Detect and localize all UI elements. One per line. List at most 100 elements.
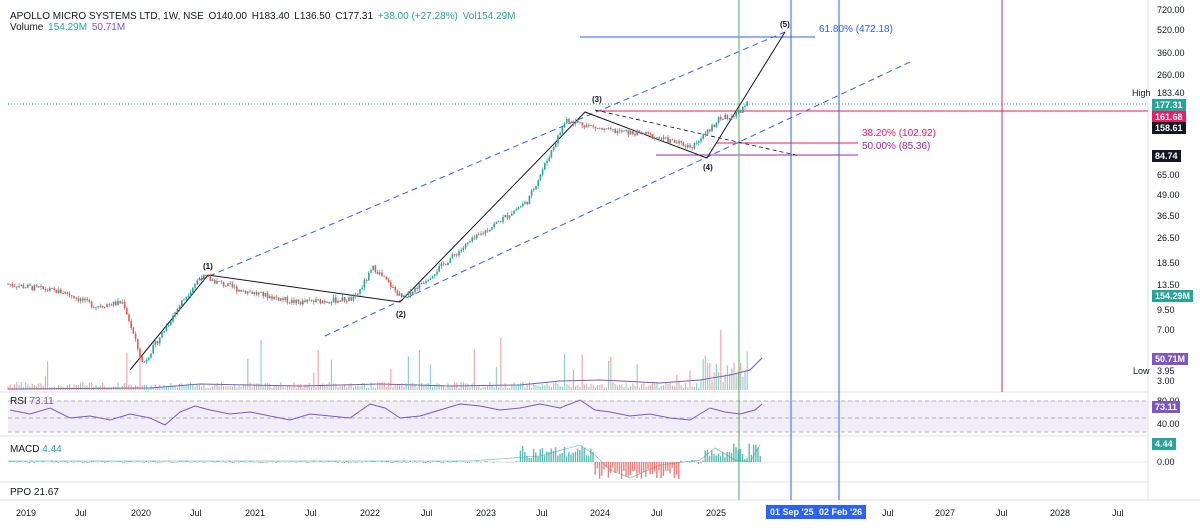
volume-bar — [641, 383, 643, 390]
candle-body — [313, 300, 315, 302]
macd-bar — [647, 462, 649, 470]
macd-bar — [702, 460, 704, 462]
candle-body — [667, 137, 669, 143]
candle-body — [66, 291, 69, 294]
candle-body — [643, 133, 645, 135]
volume-bar — [599, 384, 601, 390]
macd-bar — [103, 462, 106, 463]
volume-bar — [282, 386, 284, 390]
candle-body — [429, 278, 432, 280]
macd-bar — [306, 462, 308, 463]
candle-body — [495, 221, 498, 224]
candle-body — [57, 289, 60, 294]
volume-bar — [438, 384, 440, 390]
candle-body — [698, 141, 700, 143]
candle-body — [156, 341, 159, 344]
volume-bar — [66, 385, 68, 390]
macd-bar — [697, 462, 700, 464]
volume-bar — [31, 383, 33, 390]
volume-bar — [689, 370, 691, 390]
volume-bar — [456, 382, 458, 390]
volume-bar — [82, 382, 84, 390]
volume-bar — [179, 383, 181, 390]
macd-bar — [645, 462, 647, 477]
rsi-legend: RSI 73.11 — [10, 396, 54, 407]
volume-bar — [157, 387, 159, 390]
volume-bar — [724, 374, 726, 390]
candle-body — [544, 163, 546, 170]
volume-bar — [324, 384, 326, 390]
volume-bar — [647, 385, 649, 390]
candle-body — [451, 254, 454, 259]
x-tick: 2028 — [1050, 508, 1071, 518]
volume-bar — [506, 387, 508, 390]
macd-bar — [733, 443, 735, 462]
macd-tick: 0.00 — [1157, 457, 1175, 467]
candle-body — [704, 133, 707, 135]
macd-bar — [746, 457, 748, 462]
candle-body — [599, 128, 601, 129]
volume-bar — [399, 385, 401, 390]
macd-badge: 4.44 — [1152, 438, 1176, 450]
x-tick: 2022 — [360, 508, 381, 518]
volume-bar — [572, 369, 574, 390]
volume-bar — [137, 385, 139, 390]
candle-body — [592, 125, 594, 127]
candle-body — [632, 130, 634, 134]
candle-body — [178, 305, 181, 310]
macd-bar — [189, 462, 192, 463]
candle-body — [359, 289, 361, 294]
rsi-band — [8, 401, 1148, 432]
candle-body — [453, 254, 456, 256]
macd-bar — [345, 461, 348, 462]
macd-bar — [328, 461, 330, 462]
candle-body — [517, 207, 520, 210]
volume-bar — [520, 382, 522, 390]
candle-body — [7, 284, 9, 285]
candle-body — [724, 114, 726, 119]
candle-body — [522, 203, 524, 207]
candle-body — [678, 140, 680, 144]
volume-bar — [289, 385, 291, 390]
macd-bar — [70, 461, 73, 462]
last-price-badge: 177.31 — [1152, 99, 1186, 111]
candle-body — [170, 321, 172, 325]
volume-bar — [678, 382, 680, 390]
candle-body — [493, 223, 495, 228]
volume-bar — [150, 385, 152, 390]
date-badge-sep-25: 01 Sep '25 — [766, 505, 818, 519]
candle-body — [401, 293, 403, 298]
candle-body — [374, 265, 377, 272]
candle-body — [438, 266, 440, 272]
macd-bar — [585, 455, 588, 462]
candle-body — [77, 298, 80, 301]
volume-bar — [9, 384, 11, 390]
volume-label: Volume — [10, 22, 44, 33]
volume-bar — [674, 386, 676, 390]
candle-body — [130, 321, 132, 328]
macd-bar — [117, 461, 119, 462]
rsi-label: RSI — [10, 396, 27, 407]
candle-body — [68, 293, 71, 296]
volume-bar — [412, 382, 414, 390]
candle-body — [500, 221, 502, 222]
candle-body — [161, 332, 163, 338]
candle-body — [431, 275, 434, 279]
candle-body — [535, 186, 537, 190]
volume-bar — [561, 386, 563, 390]
volume-bar — [344, 384, 346, 390]
candle-body — [13, 285, 16, 287]
macd-bar — [440, 462, 442, 463]
macd-bar — [185, 461, 187, 462]
macd-bar — [570, 454, 572, 462]
volume-bar — [588, 386, 590, 390]
candle-body — [526, 201, 528, 205]
candle-body — [405, 294, 407, 296]
candle-body — [610, 128, 612, 130]
candle-body — [689, 144, 691, 148]
macd-bar — [581, 446, 583, 462]
x-tick: Jul — [190, 508, 202, 518]
volume-bar — [229, 385, 231, 390]
volume-bar — [656, 382, 658, 390]
